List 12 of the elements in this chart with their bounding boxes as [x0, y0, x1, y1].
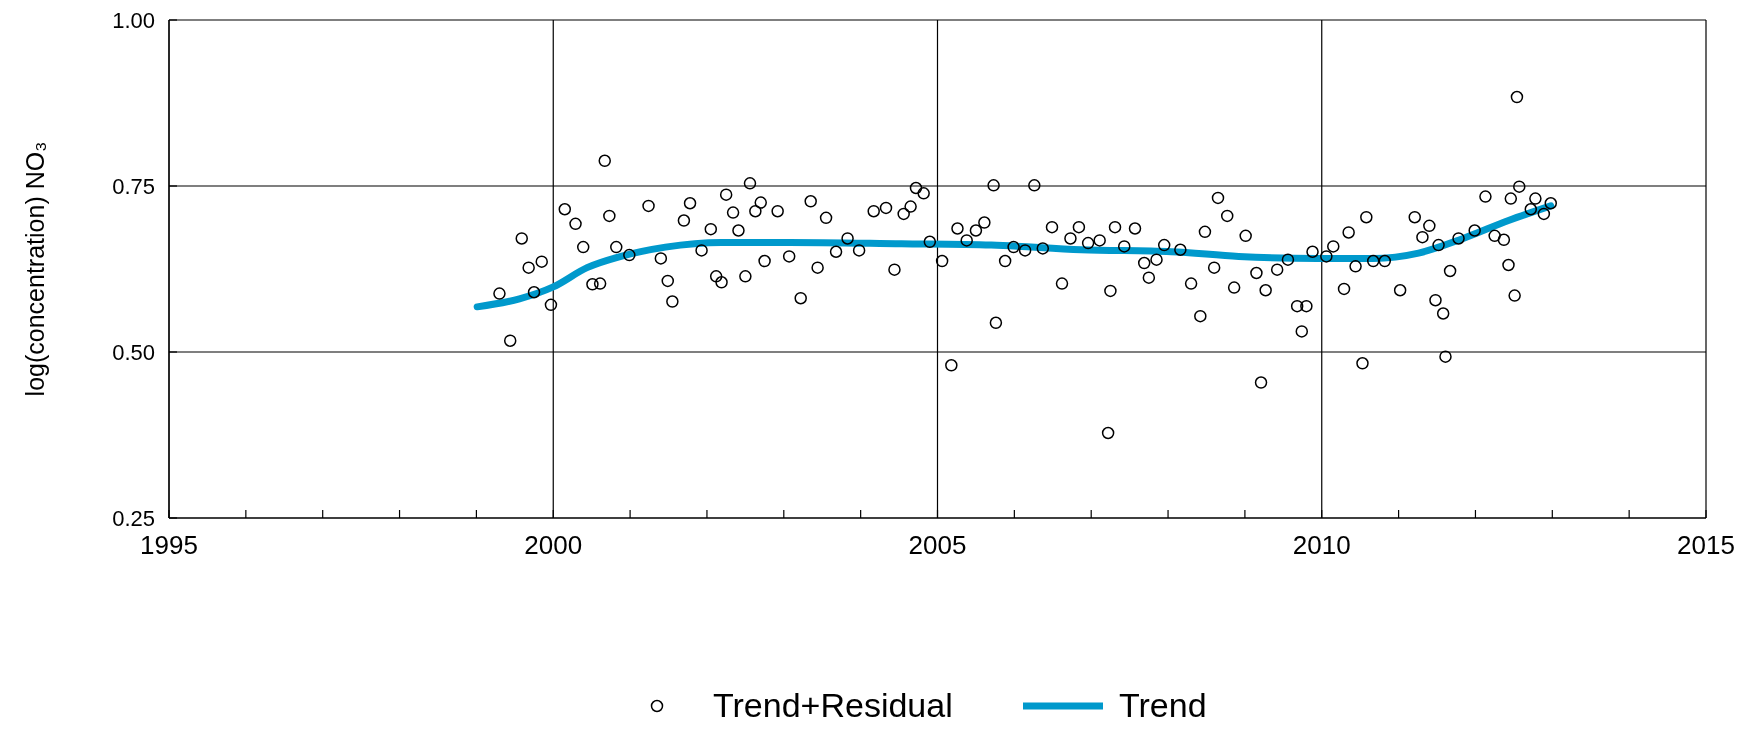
legend-label: Trend — [1119, 686, 1207, 724]
x-tick-label: 2000 — [524, 530, 583, 560]
y-axis-title: log(concentration) NO₃ — [21, 141, 49, 397]
y-tick-label: 0.25 — [112, 506, 155, 531]
x-tick-label: 1995 — [140, 530, 198, 560]
legend-label: Trend+Residual — [713, 686, 953, 724]
y-tick-label: 0.50 — [112, 340, 155, 365]
y-tick-label: 1.00 — [112, 8, 155, 33]
x-tick-label: 2015 — [1677, 530, 1735, 560]
y-tick-label: 0.75 — [112, 174, 155, 199]
x-tick-label: 2005 — [908, 530, 967, 560]
x-tick-label: 2010 — [1292, 530, 1351, 560]
